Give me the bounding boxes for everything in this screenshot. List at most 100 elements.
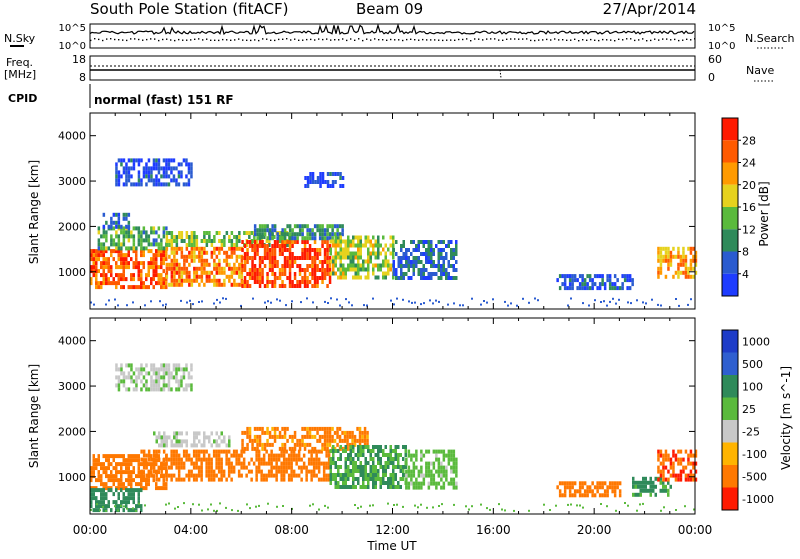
heatmap-cell <box>303 446 307 451</box>
heatmap-cell <box>415 248 418 252</box>
heatmap-cell <box>331 438 334 443</box>
heatmap-cell <box>268 248 272 252</box>
heatmap-cell <box>115 178 118 183</box>
heatmap-cell <box>90 257 93 262</box>
heatmap-cell <box>160 265 163 270</box>
heatmap-cell <box>212 477 216 482</box>
heatmap-cell <box>187 178 191 183</box>
heatmap-cell <box>215 453 218 458</box>
heatmap-cell <box>145 477 148 482</box>
heatmap-cell <box>170 465 173 470</box>
heatmap-cell <box>677 274 680 279</box>
heatmap-cell <box>185 453 188 458</box>
heatmap-cell <box>283 446 287 451</box>
heatmap-cell <box>280 473 283 478</box>
heatmap-cell <box>256 236 259 241</box>
nsearch-point <box>138 38 140 41</box>
nsearch-point <box>270 39 272 41</box>
nsearch-point <box>198 38 200 40</box>
heatmap-cell <box>377 267 380 272</box>
heatmap-cell <box>165 266 169 271</box>
heatmap-cell <box>435 457 438 462</box>
heatmap-cell <box>205 435 208 440</box>
heatmap-cell <box>359 453 362 457</box>
heatmap-cell <box>694 254 698 259</box>
heatmap-cell <box>95 504 98 509</box>
heatmap-cell <box>657 453 660 458</box>
heatmap-cell <box>302 461 306 466</box>
heatmap-cell <box>593 485 597 490</box>
heatmap-cell <box>689 449 693 454</box>
heatmap-cell <box>190 383 193 388</box>
heatmap-cell <box>112 249 115 254</box>
heatmap-cell <box>649 488 652 493</box>
heatmap-cell <box>283 232 287 237</box>
heatmap-cell <box>150 265 153 270</box>
heatmap-cell <box>362 445 365 449</box>
heatmap-cell <box>410 457 413 462</box>
heatmap-cell <box>694 250 698 255</box>
heatmap-cell <box>237 453 241 458</box>
heatmap-cell <box>168 282 171 287</box>
heatmap-cell <box>303 426 307 431</box>
heatmap-cell <box>442 473 446 478</box>
colorbar-swatch <box>722 442 738 465</box>
heatmap-cell <box>92 269 95 274</box>
heatmap-cell <box>155 387 158 392</box>
heatmap-cell <box>281 426 284 431</box>
colorbar-swatch <box>722 184 738 207</box>
nsearch-point <box>102 39 104 42</box>
heatmap-cell <box>362 453 365 457</box>
heatmap-cell <box>150 387 153 392</box>
heatmap-cell <box>173 262 176 267</box>
heatmap-cell <box>115 383 118 388</box>
heatmap-cell <box>183 258 186 263</box>
heatmap-cell <box>132 162 136 167</box>
heatmap-cell <box>266 426 269 431</box>
heatmap-cell <box>329 465 332 469</box>
heatmap-cell <box>220 243 224 247</box>
heatmap-cell <box>369 243 372 248</box>
heatmap-cell <box>266 276 269 280</box>
nsearch-point <box>658 39 660 41</box>
heatmap-cell <box>452 264 455 268</box>
heatmap-cell <box>566 485 569 490</box>
heatmap-cell <box>222 469 226 474</box>
heatmap-cell <box>255 465 258 470</box>
heatmap-cell <box>566 481 569 486</box>
heatmap-cell <box>212 449 216 454</box>
heatmap-cell <box>286 426 289 431</box>
heatmap-cell <box>651 298 653 301</box>
heatmap-cell <box>342 481 345 485</box>
heatmap-cell <box>387 481 390 485</box>
heatmap-cell <box>357 239 360 244</box>
heatmap-cell <box>200 262 204 267</box>
nsearch-point <box>122 39 124 41</box>
heatmap-cell <box>278 244 282 248</box>
heatmap-cell <box>190 166 193 171</box>
heatmap-cell <box>102 508 105 513</box>
heatmap-cell <box>298 232 302 237</box>
heatmap-cell <box>117 178 121 183</box>
heatmap-cell <box>379 481 382 485</box>
heatmap-cell <box>132 500 135 505</box>
time-tick-label: 00:00 <box>678 523 713 537</box>
heatmap-cell <box>120 246 123 251</box>
heatmap-cell <box>263 446 267 451</box>
heatmap-cell <box>305 473 308 478</box>
heatmap-cell <box>248 231 251 235</box>
heatmap-cell <box>306 224 309 229</box>
heatmap-cell <box>331 184 335 188</box>
heatmap-cell <box>389 267 392 272</box>
heatmap-cell <box>152 457 156 462</box>
heatmap-cell <box>328 264 332 268</box>
heatmap-cell <box>338 426 342 431</box>
heatmap-cell <box>442 469 446 474</box>
heatmap-cell <box>258 232 262 237</box>
heatmap-cell <box>397 276 400 280</box>
heatmap-cell <box>440 449 443 454</box>
heatmap-cell <box>205 250 209 255</box>
colorbar-swatch <box>722 207 738 230</box>
heatmap-cell <box>687 266 690 271</box>
heatmap-cell <box>165 270 169 275</box>
